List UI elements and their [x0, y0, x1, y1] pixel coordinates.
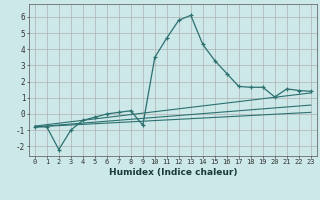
- X-axis label: Humidex (Indice chaleur): Humidex (Indice chaleur): [108, 168, 237, 177]
